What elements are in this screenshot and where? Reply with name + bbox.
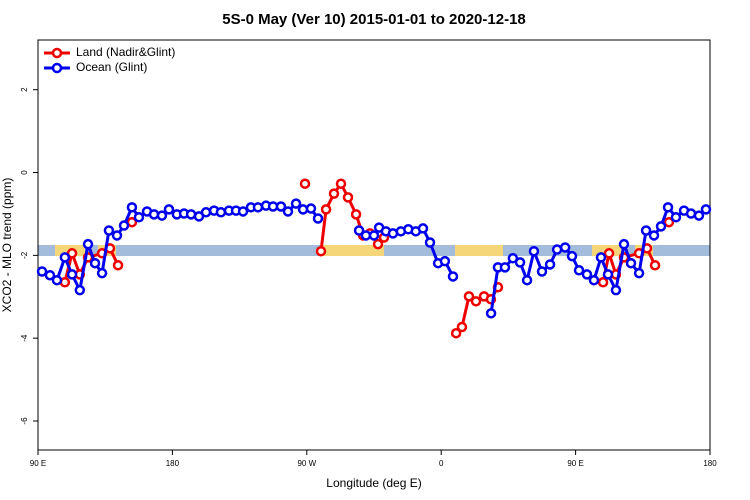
data-point [290,198,302,209]
legend-label: Ocean (Glint) [76,60,147,74]
plot-frame [37,39,711,451]
data-point [112,260,124,271]
data-point [111,230,123,241]
chart-title: 5S-0 May (Ver 10) 2015-01-01 to 2020-12-… [222,11,526,28]
data-point [588,274,600,286]
data-point [700,204,712,215]
data-point [640,225,652,236]
data-point [328,188,340,199]
data-point [566,250,578,262]
data-point [663,216,675,228]
data-point [544,259,556,270]
data-point [305,203,317,214]
data-point [649,260,661,271]
data-point [450,327,462,339]
x-tick-label: 90 E [567,459,583,468]
legend-marker [51,62,63,74]
y-tick-label: 0 [20,170,29,175]
x-tick-label: 180 [703,459,717,468]
data-point [51,274,63,286]
data-point [610,284,622,296]
legend-label: Land (Nadir&Glint) [76,45,175,59]
data-point [252,202,264,213]
y-tick-label: -4 [20,334,29,342]
data-point [66,269,78,280]
data-point [655,221,667,232]
data-point [372,238,384,250]
data-point [559,242,571,253]
data-point [573,265,585,276]
data-point [536,266,548,277]
data-point [581,269,593,280]
data-point [342,192,354,203]
data-point [118,220,130,231]
data-point [603,248,615,259]
data-point [693,210,705,221]
data-point [602,269,614,280]
data-point [148,209,160,220]
data-point [82,238,94,250]
y-tick-label: 2 [20,87,29,92]
data-point [485,308,497,319]
data-point [282,206,294,217]
data-point [439,255,451,267]
data-point [499,262,511,273]
data-point [59,252,71,263]
series-line [65,184,669,334]
x-tick-label: 180 [166,459,180,468]
data-point [133,212,145,223]
data-point [456,321,468,333]
data-point [595,252,607,263]
data-point [528,245,540,257]
data-point [368,230,380,241]
data-point [625,257,637,269]
data-point [447,271,459,282]
data-point [551,244,563,255]
data-point [275,201,287,212]
y-tick-label: -6 [20,417,29,425]
data-point [237,206,249,217]
data-point [417,223,429,234]
data-point [353,225,365,236]
data-point [670,212,682,223]
data-point [320,204,332,215]
data-point [156,210,168,221]
x-axis-label: Longitude (deg E) [326,476,421,490]
data-point [648,230,660,241]
data-point [521,274,533,286]
data-point [200,207,212,218]
data-point [299,178,311,189]
y-axis-label: XCO2 - MLO trend (ppm) [0,178,14,313]
data-point [44,269,56,281]
data-point [424,237,436,248]
data-point [163,204,175,215]
legend-marker [51,47,63,59]
data-point [74,284,86,296]
data-point [662,202,674,213]
data-point [126,202,138,213]
data-point [335,178,347,189]
data-point [96,267,108,279]
data-point [103,225,115,236]
data-point [470,296,482,307]
data-point [215,207,227,218]
data-point [315,245,327,257]
data-point [618,238,630,250]
data-point [350,209,362,220]
y-tick-label: -2 [20,251,29,259]
data-point [463,291,475,302]
data-point [312,213,324,224]
x-tick-label: 90 W [297,459,316,468]
data-point [36,266,48,277]
x-tick-label: 0 [439,459,444,468]
data-point [597,277,609,288]
data-point [89,257,101,269]
data-point [360,230,372,241]
data-point [514,257,526,268]
x-tick-label: 90 E [30,459,46,468]
data-point [633,267,645,279]
